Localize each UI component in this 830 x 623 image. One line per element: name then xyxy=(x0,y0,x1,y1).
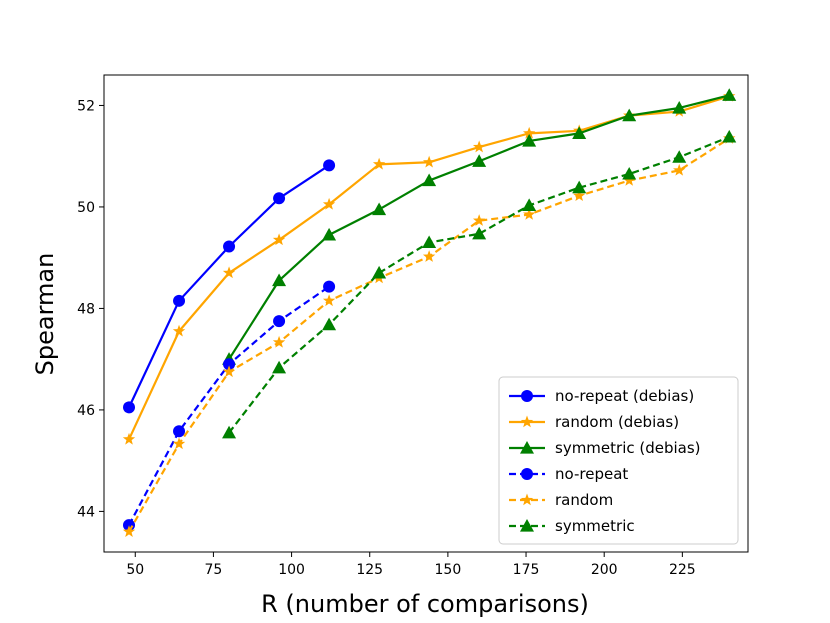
data-point xyxy=(622,166,637,180)
data-point xyxy=(372,265,387,279)
data-point xyxy=(173,425,186,438)
data-point xyxy=(222,365,236,378)
y-tick-label: 48 xyxy=(77,301,95,317)
data-point xyxy=(722,129,737,143)
data-point xyxy=(223,358,236,371)
data-point xyxy=(522,198,537,212)
x-tick-label: 175 xyxy=(513,562,540,578)
data-point xyxy=(622,108,637,122)
data-point xyxy=(472,140,486,153)
data-point xyxy=(422,235,437,249)
legend-entry: random (debias) xyxy=(509,413,679,431)
y-tick-label: 46 xyxy=(77,403,95,419)
y-tick-label: 44 xyxy=(77,504,95,520)
axes: 50 75 100 125 150 175 200 225 44 46 48 50 52 xyxy=(77,74,749,578)
legend-label: symmetric xyxy=(555,517,635,535)
data-point xyxy=(322,294,336,307)
data-point xyxy=(472,226,487,240)
series-symmetric xyxy=(222,129,737,439)
x-tick-label: 75 xyxy=(205,562,223,578)
data-point xyxy=(422,250,436,262)
data-point xyxy=(422,173,437,187)
data-point xyxy=(372,157,386,170)
data-point xyxy=(322,197,336,210)
legend-marker xyxy=(520,493,534,506)
legend-label: symmetric (debias) xyxy=(555,439,701,457)
data-point xyxy=(522,133,537,147)
data-point xyxy=(172,437,186,450)
data-point xyxy=(623,174,636,186)
legend-marker xyxy=(520,519,534,532)
legend-marker xyxy=(521,390,533,402)
data-point xyxy=(323,159,336,172)
data-point xyxy=(322,227,337,241)
plot-area xyxy=(122,88,737,537)
legend-marker xyxy=(521,468,533,480)
series-symmetric-debias xyxy=(222,88,737,365)
data-point xyxy=(122,432,136,445)
data-point xyxy=(273,315,286,328)
data-point xyxy=(223,240,236,253)
data-point xyxy=(522,126,536,139)
data-point xyxy=(472,214,486,226)
legend-entry: random xyxy=(509,491,613,509)
data-point xyxy=(222,425,237,439)
legend-entry: symmetric (debias) xyxy=(509,439,701,457)
legend-label: random xyxy=(555,491,613,509)
legend-marker xyxy=(520,415,534,428)
data-point xyxy=(372,202,387,216)
data-point xyxy=(522,208,536,220)
x-tick-label: 125 xyxy=(356,562,383,578)
data-point xyxy=(273,192,286,205)
data-point xyxy=(323,280,336,293)
legend: no-repeat (debias) random (debias) symmetr… xyxy=(498,376,739,545)
series-random xyxy=(122,131,736,537)
legend-label: no-repeat (debias) xyxy=(555,387,694,405)
y-tick-label: 52 xyxy=(77,98,95,114)
x-tick-label: 200 xyxy=(591,562,618,578)
data-point xyxy=(422,155,436,168)
data-point xyxy=(272,273,287,287)
legend-entry: no-repeat xyxy=(509,465,628,483)
x-axis-title: R (number of comparisons) xyxy=(261,590,589,618)
data-point xyxy=(322,317,337,331)
data-point xyxy=(222,266,236,279)
data-point xyxy=(472,154,487,167)
x-tick-label: 50 xyxy=(126,562,144,578)
data-point xyxy=(573,189,586,202)
series-no-repeat-debias xyxy=(123,159,336,414)
x-tick-label: 150 xyxy=(435,562,462,578)
data-point xyxy=(172,324,186,337)
data-point xyxy=(672,150,687,163)
legend-entry: no-repeat (debias) xyxy=(509,387,694,405)
data-point xyxy=(722,88,737,101)
legend-entry: symmetric xyxy=(509,517,635,535)
data-point xyxy=(123,401,136,414)
legend-marker xyxy=(520,441,534,454)
plot-frame xyxy=(103,74,749,553)
data-point xyxy=(673,163,686,176)
data-point xyxy=(572,126,587,139)
legend-label: random (debias) xyxy=(555,413,679,431)
data-point xyxy=(272,335,286,348)
x-tick-label: 100 xyxy=(278,562,305,578)
x-tick-label: 225 xyxy=(669,562,696,578)
data-point xyxy=(122,525,136,537)
data-point xyxy=(672,100,687,114)
data-point xyxy=(572,180,587,194)
y-axis-title: Spearman xyxy=(31,253,59,376)
data-point xyxy=(272,360,287,374)
data-point xyxy=(272,233,286,246)
legend-label: no-repeat xyxy=(555,465,628,483)
series-line xyxy=(228,135,730,434)
y-tick-label: 50 xyxy=(77,200,95,216)
legend-box xyxy=(498,376,739,545)
data-point xyxy=(173,294,186,307)
